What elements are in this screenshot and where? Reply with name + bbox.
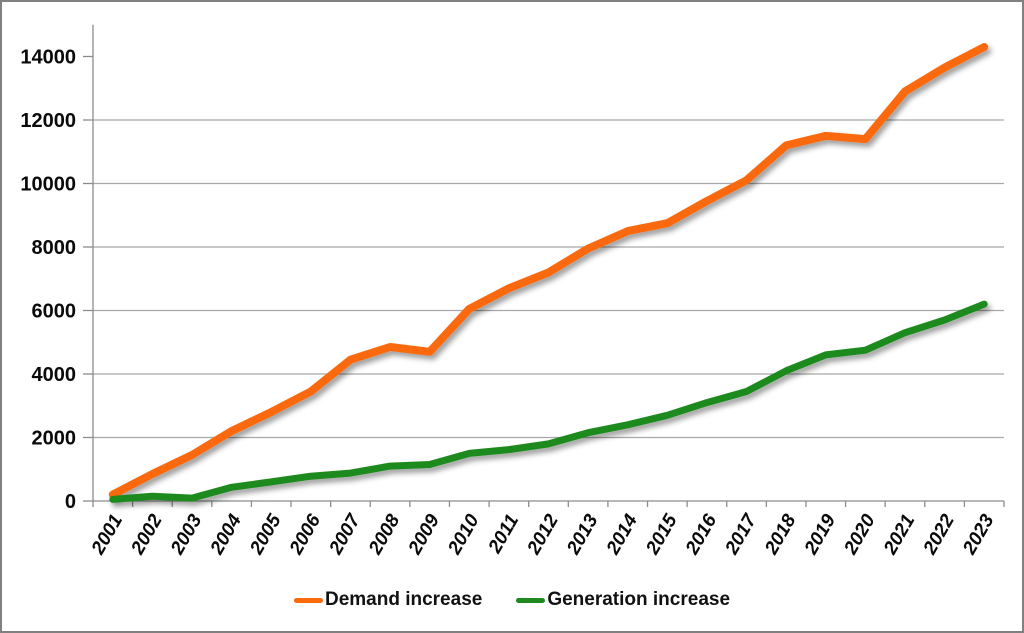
x-tick-label: 2008 bbox=[365, 511, 405, 559]
x-tick-label: 2015 bbox=[642, 511, 682, 559]
x-tick-label: 2009 bbox=[404, 511, 444, 559]
x-tick-label: 2004 bbox=[206, 511, 246, 559]
x-tick-label: 2012 bbox=[523, 511, 563, 559]
x-tick-label: 2023 bbox=[959, 511, 999, 559]
generation-series-swatch bbox=[516, 597, 546, 603]
x-tick-label: 2002 bbox=[127, 511, 167, 559]
legend-label-generation-increase: Generation increase bbox=[547, 589, 731, 610]
x-tick-label: 2010 bbox=[444, 511, 484, 559]
y-tick-label: 10000 bbox=[20, 174, 76, 196]
y-tick-label: 0 bbox=[65, 491, 76, 513]
x-tick-label: 2018 bbox=[761, 511, 801, 559]
x-tick-label: 2017 bbox=[721, 510, 762, 559]
y-tick-label: 6000 bbox=[32, 301, 77, 323]
series-line-demand-increase bbox=[108, 43, 989, 499]
legend-item-generation-increase: Generation increase bbox=[516, 589, 730, 611]
x-tick-label: 2007 bbox=[325, 510, 366, 559]
y-tick-label: 2000 bbox=[32, 428, 77, 450]
y-tick-label: 4000 bbox=[32, 364, 77, 386]
series-line-generation-increase bbox=[109, 300, 988, 503]
x-tick-label: 2005 bbox=[246, 511, 286, 559]
legend: Demand increase Generation increase bbox=[293, 589, 730, 611]
legend-item-demand-increase: Demand increase bbox=[293, 589, 483, 611]
x-tick-label: 2014 bbox=[602, 511, 642, 559]
x-tick-label: 2016 bbox=[681, 511, 721, 559]
y-tick-label: 8000 bbox=[32, 237, 77, 259]
x-tick-label: 2022 bbox=[919, 511, 959, 559]
y-tick-label: 12000 bbox=[20, 110, 76, 132]
x-tick-label: 2011 bbox=[484, 511, 523, 558]
demand-series-swatch bbox=[293, 597, 323, 603]
y-tick-label: 14000 bbox=[20, 47, 76, 69]
x-tick-label: 2013 bbox=[563, 511, 603, 559]
x-tick-label: 2001 bbox=[87, 511, 127, 559]
x-tick-label: 2003 bbox=[167, 511, 207, 559]
x-tick-label: 2006 bbox=[285, 511, 325, 559]
x-tick-label: 2019 bbox=[800, 511, 840, 559]
x-tick-label: 2020 bbox=[840, 511, 880, 559]
legend-label-demand-increase: Demand increase bbox=[324, 589, 483, 610]
x-tick-label: 2021 bbox=[879, 511, 919, 559]
